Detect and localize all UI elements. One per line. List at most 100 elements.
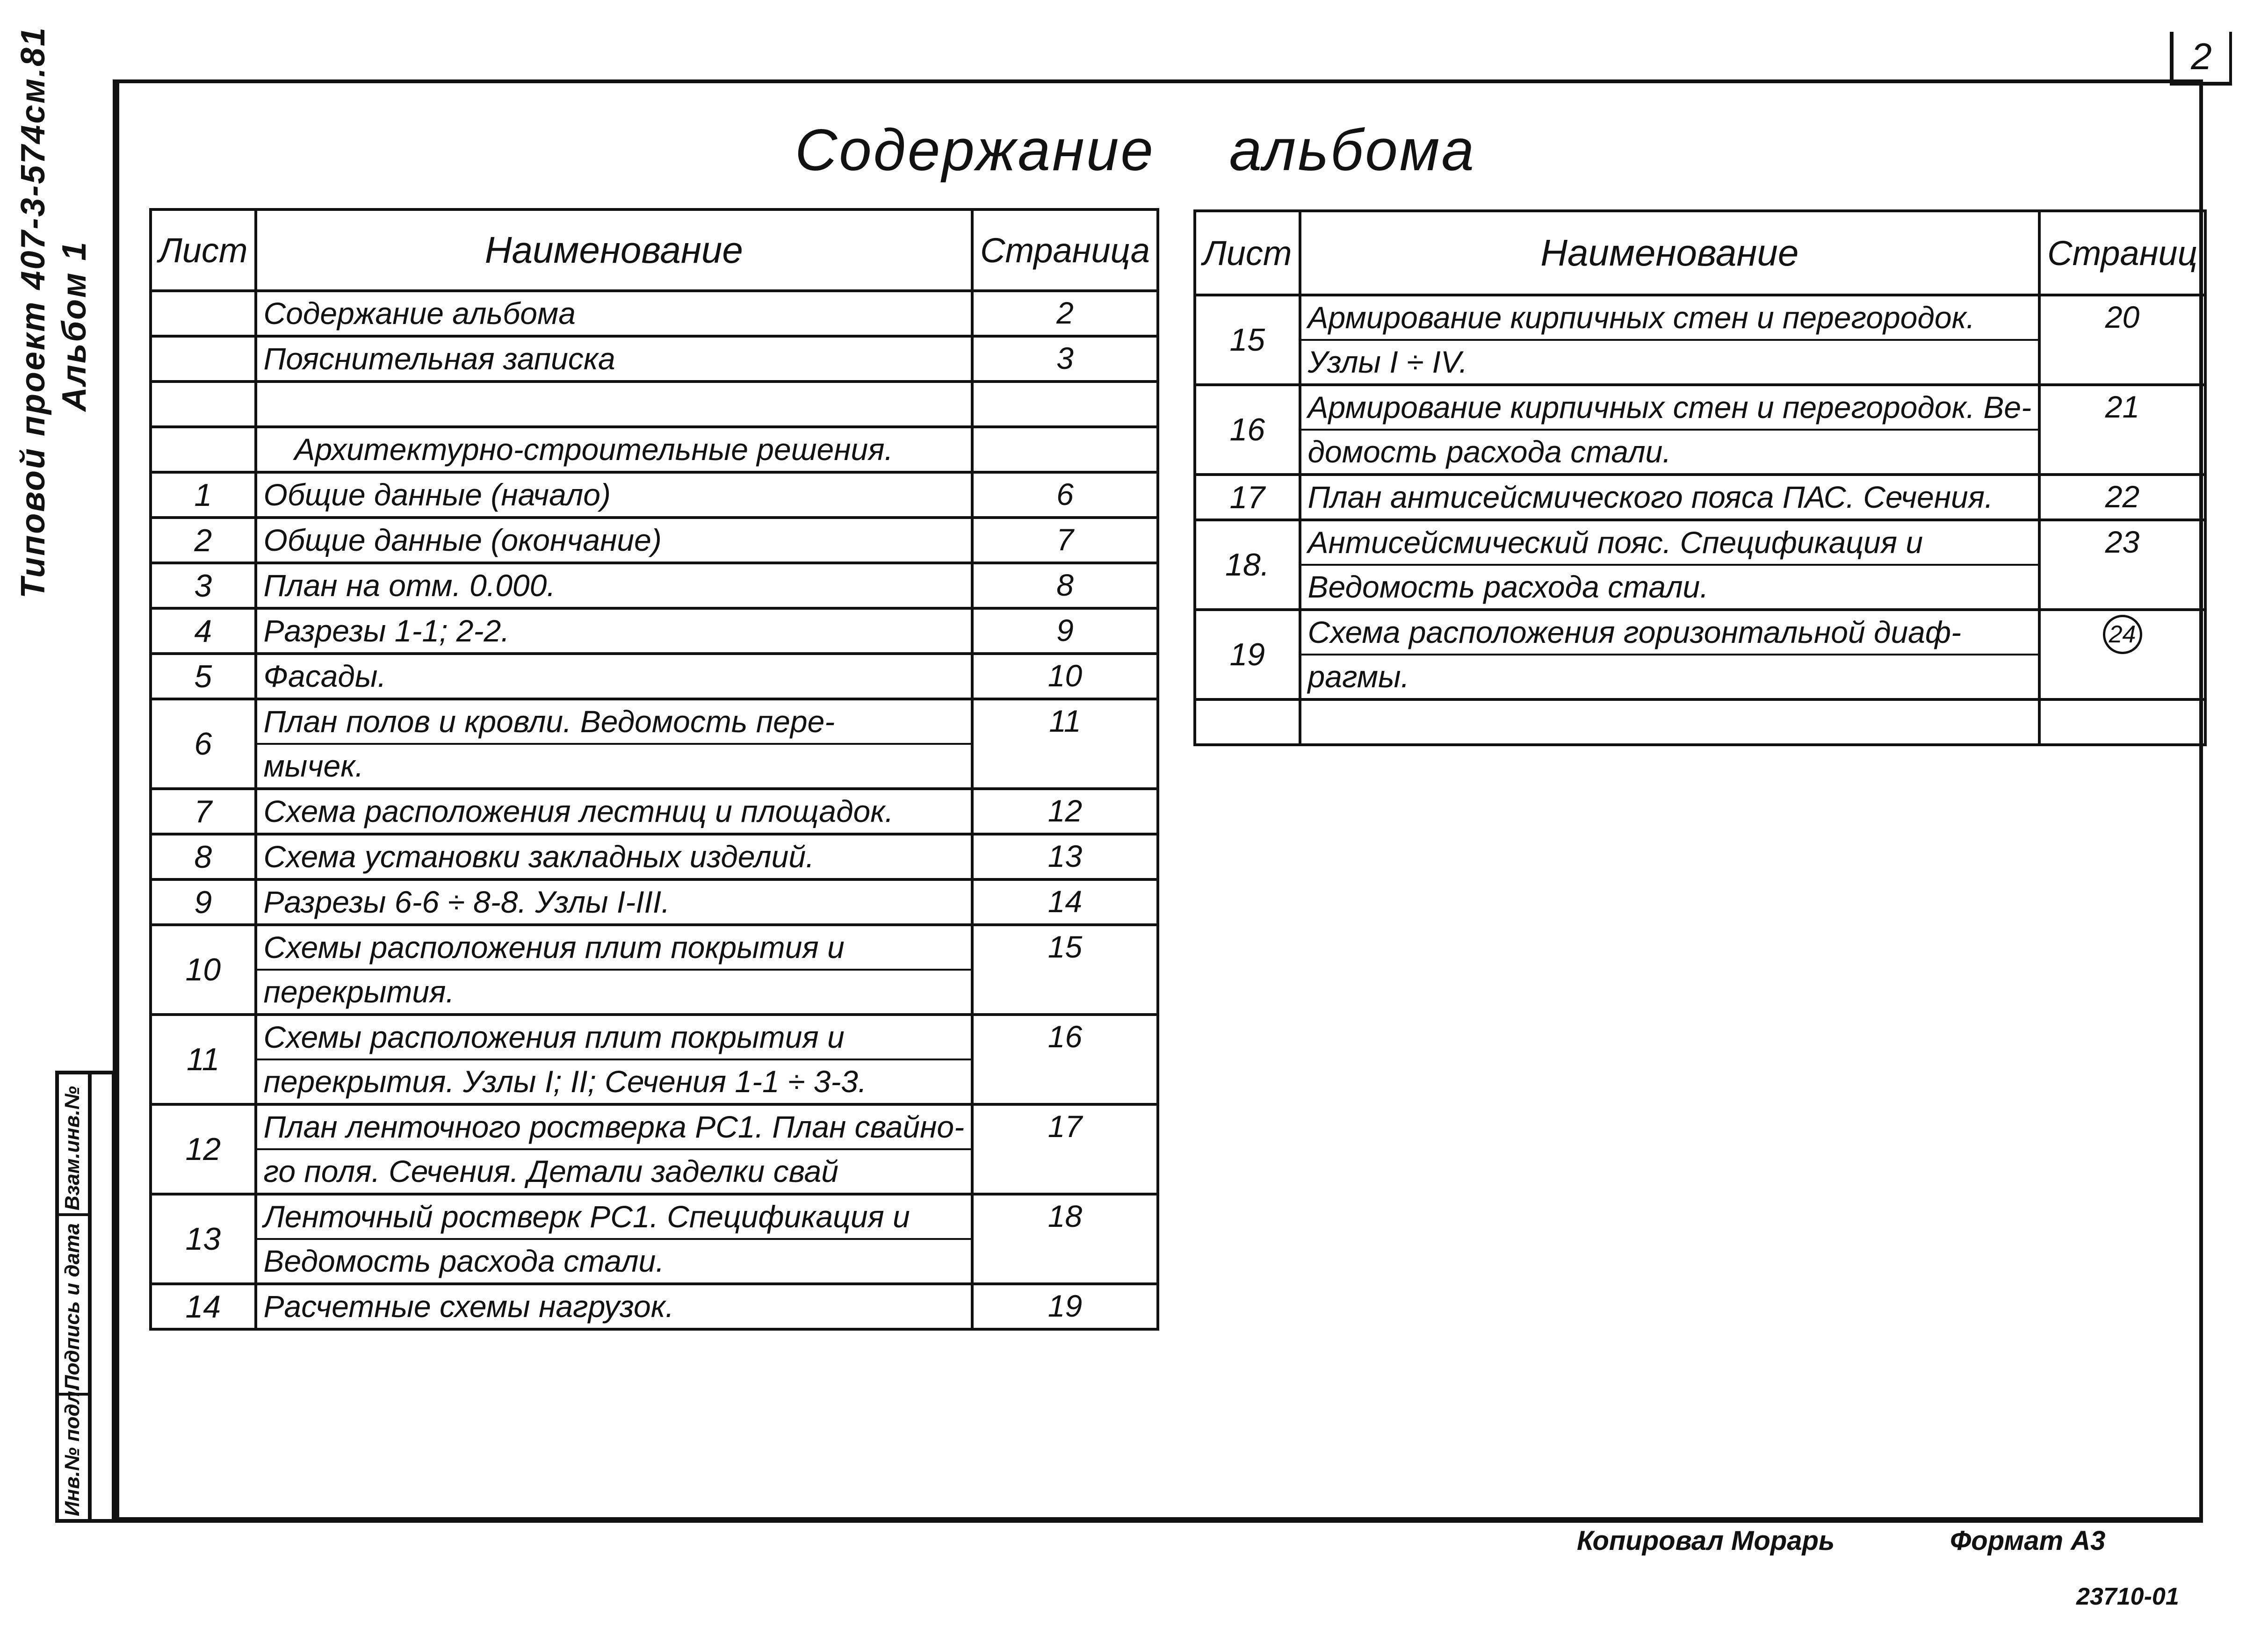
name-cell: Схемы расположения плит покрытия и перекр… — [254, 923, 974, 1016]
table-row: 3 План на отм. 0.000. 8 — [149, 562, 1159, 610]
table-row: Содержание альбома 2 — [149, 289, 1159, 338]
stamp-cell-signature: Подпись и дата — [59, 1216, 88, 1396]
name-line: рагмы. — [1307, 659, 1409, 694]
name-line: Расчетные схемы нагрузок. — [263, 1289, 674, 1324]
table-row: 16 Армирование кирпичных стен и перегород… — [1193, 383, 2207, 476]
circled-page-number: 24 — [2102, 615, 2142, 654]
page-number: 9 — [1056, 613, 1074, 648]
page-cell: 15 — [971, 923, 1159, 1016]
name-line: Ведомость расхода стали. — [263, 1244, 665, 1278]
approval-stamp: Взам.инв.№ Подпись и дата Инв.№ подл. — [55, 1071, 116, 1523]
table-row: 17 План антисейсмического пояса ПАС. Сече… — [1193, 473, 2207, 521]
table-row: 10 Схемы расположения плит покрытия и пере… — [149, 923, 1159, 1016]
sheet-cell: 8 — [149, 833, 257, 881]
page-number: 6 — [1056, 477, 1074, 511]
page-cell: 13 — [971, 833, 1159, 881]
page-cell: 17 — [971, 1103, 1159, 1195]
page-title: Содержание альбома — [795, 118, 1476, 183]
page-number: 18 — [1047, 1199, 1083, 1233]
name-line: го поля. Сечения. Детали заделки свай — [263, 1154, 838, 1188]
page-cell — [971, 425, 1159, 474]
sheet-cell: 7 — [149, 787, 257, 835]
name-cell: План на отм. 0.000. — [254, 562, 974, 610]
table-row — [149, 380, 1159, 428]
name-cell: Пояснительная записка — [254, 335, 974, 383]
page-cell: 18 — [971, 1193, 1159, 1285]
name-line: перекрытия. Узлы I; II; Сечения 1-1 ÷ 3-… — [263, 1064, 867, 1099]
sheet-cell: 19 — [1193, 608, 1301, 701]
name-line: Узлы I ÷ IV. — [1307, 345, 1468, 379]
name-line: Пояснительная записка — [263, 341, 615, 376]
sheet-cell: 11 — [149, 1013, 257, 1106]
page-cell: 24 — [2038, 608, 2207, 701]
page-number: 15 — [1047, 929, 1083, 964]
name-line: Схема расположения горизонтальной диаф- — [1302, 612, 2037, 655]
table-row: 6 План полов и кровли. Ведомость пере-мыч… — [149, 698, 1159, 790]
table-row: 12 План ленточного ростверка РС1. План св… — [149, 1103, 1159, 1195]
contents-table-left: Лист Наименование Страница Содержание ал… — [149, 208, 1159, 1331]
page-number: 7 — [1056, 522, 1074, 557]
name-cell: Схема расположения горизонтальной диаф-р… — [1298, 608, 2041, 701]
name-line: Разрезы 1-1; 2-2. — [263, 613, 510, 648]
sheet-cell: 4 — [149, 607, 257, 655]
page-number: 22 — [2105, 479, 2140, 514]
page-cell: 19 — [971, 1282, 1159, 1331]
table-row: Архитектурно-строительные решения. — [149, 425, 1159, 474]
name-line: Содержание альбома — [263, 296, 576, 331]
name-line: домость расхода стали. — [1307, 434, 1671, 469]
name-cell: План антисейсмического пояса ПАС. Сечени… — [1298, 473, 2041, 521]
table-row: Пояснительная записка 3 — [149, 335, 1159, 383]
sheet-cell: 3 — [149, 562, 257, 610]
page-number: 13 — [1047, 839, 1083, 873]
name-line — [259, 384, 970, 424]
sheet-cell: 17 — [1193, 473, 1301, 521]
page-number: 23 — [2105, 525, 2140, 559]
name-line: План на отм. 0.000. — [263, 568, 556, 603]
name-cell: Фасады. — [254, 652, 974, 700]
page-number: 8 — [1056, 568, 1074, 602]
page-number: 20 — [2105, 300, 2140, 334]
name-cell: Разрезы 1-1; 2-2. — [254, 607, 974, 655]
page-number: 11 — [1049, 704, 1081, 738]
name-cell: Расчетные схемы нагрузок. — [254, 1282, 974, 1331]
name-cell — [1298, 698, 2041, 746]
page-cell: 7 — [971, 516, 1159, 564]
name-line: перекрытия. — [263, 974, 455, 1009]
stamp-cell-original: Инв.№ подл. — [59, 1385, 88, 1519]
sheet-cell: 9 — [149, 878, 257, 926]
table-row: 15 Армирование кирпичных стен и перегород… — [1193, 294, 2207, 386]
contents-table-right: Лист Наименование Страниц 15 Армирование … — [1193, 209, 2207, 746]
name-cell: План ленточного ростверка РС1. План свай… — [254, 1103, 974, 1195]
name-cell: Армирование кирпичных стен и перегородок… — [1298, 383, 2041, 476]
table-row: 9 Разрезы 6-6 ÷ 8-8. Узлы I-III. 14 — [149, 878, 1159, 926]
sheet-cell: 18. — [1193, 519, 1301, 611]
sheet-cell: 5 — [149, 652, 257, 700]
table-row: 14 Расчетные схемы нагрузок. 19 — [149, 1282, 1159, 1331]
table-row: 11 Схемы расположения плит покрытия и пере… — [149, 1013, 1159, 1106]
sheet-cell — [149, 425, 257, 474]
header-sheet: Лист — [149, 208, 257, 292]
table-row: 19 Схема расположения горизонтальной диаф… — [1193, 608, 2207, 701]
header-name: Наименование — [1298, 209, 2041, 296]
name-line — [1303, 702, 2037, 742]
name-line: Схемы расположения плит покрытия и — [258, 1017, 970, 1060]
name-cell — [254, 380, 974, 428]
name-line: Схема расположения лестниц и площадок. — [263, 794, 894, 828]
page-cell: 9 — [971, 607, 1159, 655]
page-cell: 3 — [971, 335, 1159, 383]
name-line: План полов и кровли. Ведомость пере- — [258, 702, 970, 745]
name-cell: Армирование кирпичных стен и перегородок… — [1298, 294, 2041, 386]
document-code: 23710-01 — [2076, 1583, 2179, 1610]
copied-by: Копировал Морарь — [1577, 1526, 1835, 1556]
sheet-cell — [149, 380, 257, 428]
sheet-cell: 13 — [149, 1193, 257, 1285]
name-cell: Ленточный ростверк РС1. Спецификация и Ве… — [254, 1193, 974, 1285]
stamp-label: Инв.№ подл. — [61, 1385, 84, 1516]
header-name: Наименование — [254, 208, 974, 292]
sheet-cell: 15 — [1193, 294, 1301, 386]
name-cell: Общие данные (окончание) — [254, 516, 974, 564]
name-line: Архитектурно-строительные решения. — [294, 432, 893, 467]
page-number: 17 — [1047, 1109, 1083, 1144]
name-line: Ведомость расхода стали. — [1307, 569, 1709, 604]
stamp-label: Взам.инв.№ — [61, 1086, 84, 1210]
